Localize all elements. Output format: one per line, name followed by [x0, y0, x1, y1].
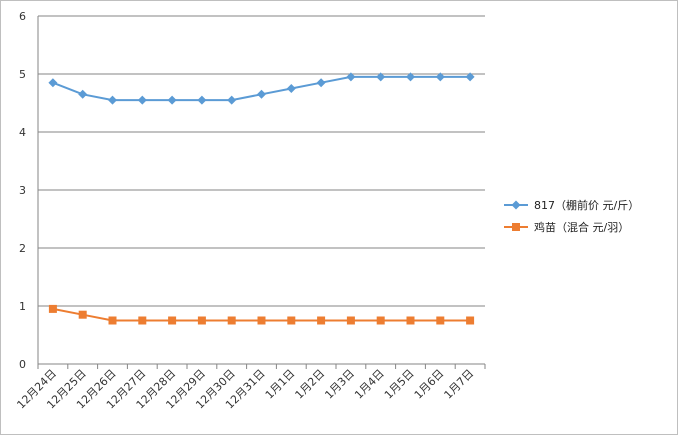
data-point	[406, 316, 415, 325]
data-point	[287, 316, 296, 325]
x-tick-label: 1月1日	[263, 367, 298, 402]
y-tick-label: 4	[19, 126, 26, 139]
data-point	[108, 95, 117, 105]
y-tick-label: 6	[19, 10, 26, 23]
data-point	[317, 316, 326, 325]
data-point	[78, 89, 88, 99]
data-point	[138, 316, 147, 325]
data-point	[227, 95, 237, 105]
data-point	[197, 316, 206, 325]
axes	[37, 16, 486, 369]
x-tick-label: 1月4日	[352, 367, 387, 402]
data-point	[346, 316, 355, 325]
data-point	[466, 316, 475, 325]
data-point	[167, 95, 177, 105]
data-point	[78, 310, 87, 319]
series-markers	[48, 72, 475, 325]
data-point	[257, 89, 266, 99]
data-point	[48, 78, 58, 88]
data-point	[257, 316, 266, 325]
data-point	[48, 304, 57, 313]
x-tick-label: 1月5日	[382, 367, 417, 402]
data-point	[376, 316, 385, 325]
data-point	[286, 84, 296, 93]
legend-label: 鸡苗（混合 元/羽）	[534, 220, 629, 234]
data-point	[376, 72, 386, 82]
x-tick-labels: 12月24日12月25日12月26日12月27日12月28日12月29日12月3…	[14, 367, 476, 412]
legend: 817（棚前价 元/斤） 鸡苗（混合 元/羽）	[504, 198, 639, 234]
data-point	[137, 95, 147, 105]
x-tick-label: 1月7日	[442, 367, 477, 402]
data-point	[227, 316, 236, 325]
series-lines	[52, 75, 471, 322]
data-point	[436, 316, 445, 325]
gridlines	[38, 15, 485, 307]
legend-marker	[512, 223, 520, 231]
x-tick-label: 1月2日	[293, 367, 328, 402]
data-point	[435, 72, 445, 82]
y-tick-labels: 0 1 2 3 4 5 6	[19, 10, 26, 371]
data-point	[346, 72, 356, 82]
x-tick-label: 1月6日	[412, 367, 447, 402]
y-tick-label: 5	[19, 68, 26, 81]
data-point	[465, 72, 475, 82]
data-point	[108, 316, 117, 325]
y-tick-label: 3	[19, 184, 26, 197]
legend-marker	[511, 200, 521, 210]
y-tick-label: 0	[19, 358, 26, 371]
y-tick-label: 2	[19, 242, 26, 255]
legend-label: 817（棚前价 元/斤）	[534, 198, 639, 212]
x-tick-label: 1月3日	[322, 367, 357, 402]
data-point	[197, 95, 207, 105]
data-point	[406, 72, 415, 82]
data-point	[168, 316, 177, 325]
y-tick-label: 1	[19, 300, 26, 313]
data-point	[316, 78, 326, 88]
